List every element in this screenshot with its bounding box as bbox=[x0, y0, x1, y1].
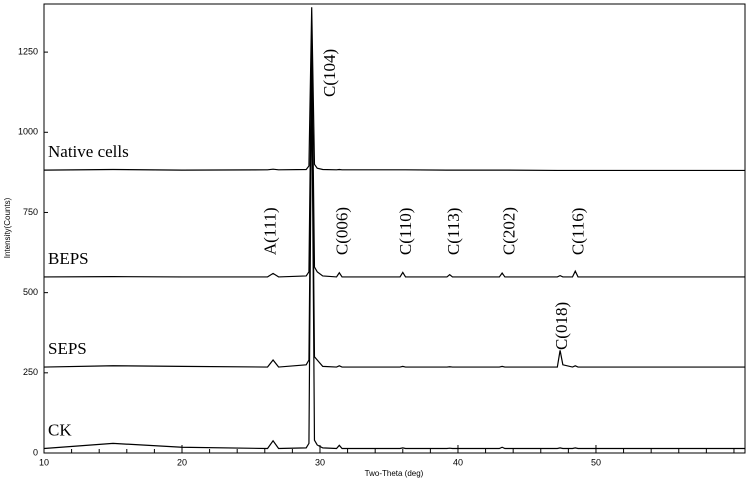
peak-annotation: C(116) bbox=[568, 208, 587, 256]
series-label: SEPS bbox=[48, 339, 87, 358]
x-tick-label: 50 bbox=[591, 457, 601, 467]
peak-annotation: C(104) bbox=[320, 49, 339, 97]
y-tick-label: 1250 bbox=[18, 46, 38, 56]
series-label: CK bbox=[48, 420, 72, 439]
y-tick-label: 750 bbox=[23, 207, 38, 217]
plot-frame bbox=[43, 3, 746, 454]
peak-annotation: C(006) bbox=[332, 207, 351, 255]
y-axis-label: Intensity(Counts) bbox=[3, 197, 12, 258]
y-tick-label: 1000 bbox=[18, 127, 38, 137]
x-axis-label: Two-Theta (deg) bbox=[365, 469, 424, 478]
y-tick-label: 250 bbox=[23, 367, 38, 377]
series-line bbox=[43, 36, 745, 278]
series-line bbox=[43, 68, 745, 368]
series-line bbox=[43, 68, 745, 450]
peak-annotation: C(018) bbox=[552, 302, 571, 350]
peak-annotation: C(202) bbox=[499, 207, 518, 255]
series-line bbox=[43, 7, 745, 172]
y-tick-label: 500 bbox=[23, 287, 38, 297]
peak-annotation: C(113) bbox=[444, 208, 463, 256]
series-label: BEPS bbox=[48, 249, 89, 268]
x-tick-label: 40 bbox=[453, 457, 463, 467]
peak-annotation: C(110) bbox=[396, 208, 415, 256]
peak-annotation: A(111) bbox=[261, 207, 280, 255]
x-tick-label: 20 bbox=[177, 457, 187, 467]
y-tick-label: 0 bbox=[33, 447, 38, 457]
series-label: Native cells bbox=[48, 142, 129, 161]
x-tick-label: 30 bbox=[315, 457, 325, 467]
x-tick-label: 10 bbox=[39, 457, 49, 467]
